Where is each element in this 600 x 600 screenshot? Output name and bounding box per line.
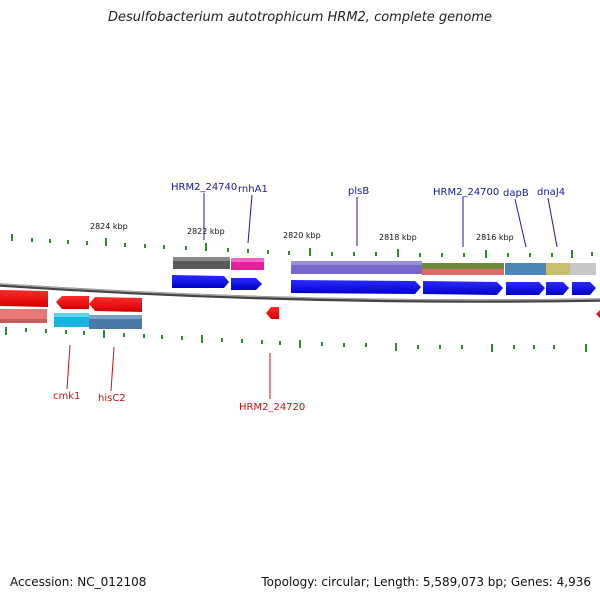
gene-cmk1	[56, 296, 89, 309]
gene-next-forward	[572, 282, 596, 295]
gene-label-hrm2-24720[interactable]: HRM2_24720	[239, 402, 305, 413]
gene-dnaj4	[546, 282, 569, 295]
gene-rnha1	[231, 278, 262, 290]
forward-callouts	[203, 193, 558, 248]
reverse-callouts	[66, 344, 271, 399]
gene-label-hrm2-24700[interactable]: HRM2_24700	[433, 187, 499, 198]
scale-label: 2824 kbp	[90, 222, 128, 231]
gene-reverse-partial	[0, 290, 48, 307]
gene-hrm2-24740	[172, 275, 229, 288]
scale-label: 2822 kbp	[187, 227, 225, 236]
gene-hrm2-24700	[423, 281, 503, 295]
scale-label: 2816 kbp	[476, 233, 514, 242]
gene-hrm2-24720	[266, 307, 279, 319]
gene-label-dnaj4[interactable]: dnaJ4	[537, 187, 565, 198]
forward-gene-track[interactable]	[172, 275, 596, 295]
reverse-cog-track	[0, 309, 142, 329]
gene-plsb	[291, 280, 421, 294]
genome-backbone	[0, 283, 600, 303]
gene-label-cmk1[interactable]: cmk1	[53, 391, 80, 402]
scale-label: 2820 kbp	[283, 231, 321, 240]
scale-label: 2818 kbp	[379, 233, 417, 242]
gene-label-dapb[interactable]: dapB	[503, 188, 529, 199]
gene-label-hisc2[interactable]: hisC2	[98, 393, 126, 404]
gene-label-rnha1[interactable]: rnhA1	[238, 184, 268, 195]
scale-ticks-bottom	[5, 327, 587, 352]
gene-dapb	[506, 282, 545, 295]
gene-hisc2	[89, 297, 142, 312]
genome-summary-text: Topology: circular; Length: 5,589,073 bp…	[261, 575, 591, 589]
gene-reverse-edge	[596, 310, 600, 318]
forward-cog-track	[173, 257, 596, 275]
map-title: Desulfobacterium autotrophicum HRM2, com…	[107, 10, 493, 25]
scale-ticks-top	[11, 234, 593, 258]
gene-label-plsb[interactable]: plsB	[348, 186, 369, 197]
gene-label-hrm2-24740[interactable]: HRM2_24740	[171, 182, 237, 193]
accession-text: Accession: NC_012108	[10, 575, 147, 589]
reverse-gene-track[interactable]	[0, 290, 600, 319]
